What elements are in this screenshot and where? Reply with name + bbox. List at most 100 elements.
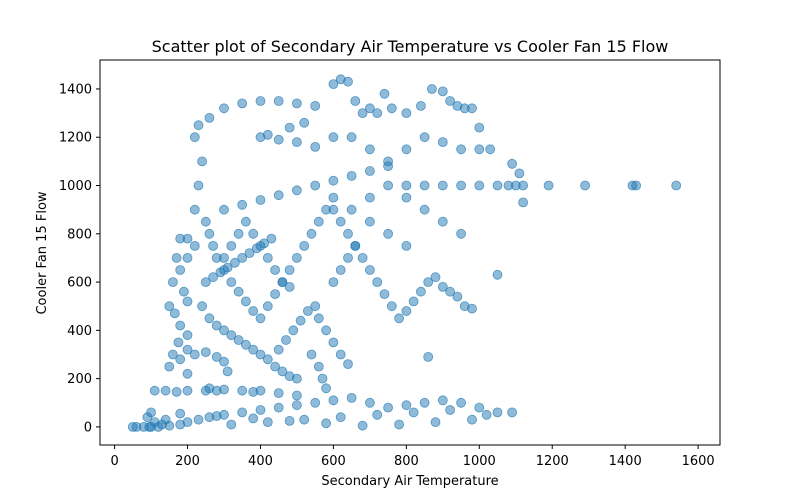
data-point: [437, 137, 448, 148]
data-point: [226, 277, 237, 288]
data-point: [251, 243, 262, 254]
data-point: [306, 349, 317, 360]
data-point: [189, 132, 200, 143]
data-point: [492, 180, 503, 191]
data-point: [437, 216, 448, 227]
data-point: [456, 180, 467, 191]
data-point: [240, 216, 251, 227]
data-point: [346, 204, 357, 215]
data-point: [167, 349, 178, 360]
data-point: [222, 366, 233, 377]
data-point: [173, 337, 184, 348]
y-tick-label: 600: [67, 276, 92, 291]
data-point: [255, 405, 266, 415]
data-point: [313, 361, 324, 372]
data-point: [193, 120, 204, 131]
data-point: [328, 337, 339, 348]
data-point: [171, 386, 182, 397]
data-point: [346, 392, 357, 403]
data-point: [295, 315, 306, 326]
data-point: [273, 96, 284, 106]
data-point: [273, 344, 284, 355]
data-point: [237, 98, 248, 109]
data-point: [474, 402, 485, 413]
data-point: [445, 405, 456, 415]
data-point: [182, 252, 193, 263]
data-point: [248, 228, 259, 239]
data-point: [211, 411, 222, 421]
data-point: [215, 267, 226, 278]
data-point: [423, 351, 434, 362]
data-point: [233, 286, 244, 297]
data-point: [270, 265, 281, 275]
data-point: [182, 233, 193, 244]
data-point: [415, 286, 426, 297]
data-point: [364, 216, 375, 227]
x-axis-label: Secondary Air Temperature: [321, 474, 498, 489]
data-point: [401, 400, 412, 411]
data-point: [291, 137, 302, 148]
data-point: [291, 390, 302, 401]
data-point: [335, 265, 346, 275]
data-point: [386, 301, 397, 312]
data-point: [211, 385, 222, 396]
y-tick-label: 1200: [59, 131, 92, 146]
data-point: [419, 132, 430, 143]
data-point: [291, 185, 302, 196]
data-point: [343, 76, 353, 87]
data-point: [474, 144, 485, 155]
data-point: [233, 335, 244, 345]
data-point: [335, 216, 346, 227]
data-point: [507, 407, 517, 418]
data-point: [302, 306, 313, 316]
data-point: [299, 240, 310, 251]
data-point: [262, 301, 273, 312]
data-point: [248, 306, 259, 316]
data-point: [383, 228, 394, 239]
data-point: [467, 414, 477, 425]
data-point: [364, 103, 375, 114]
data-point: [474, 180, 485, 191]
data-point: [357, 108, 368, 118]
data-point: [437, 281, 448, 292]
data-point: [372, 277, 383, 288]
data-point: [335, 412, 346, 423]
data-point: [386, 103, 397, 114]
data-point: [401, 306, 412, 316]
data-point: [343, 252, 353, 263]
x-axis-ticks: 0 200 400 600 800 1000 1200 1400 1600: [110, 445, 715, 469]
data-point: [343, 359, 353, 370]
data-point: [273, 190, 284, 201]
data-point: [310, 101, 321, 111]
data-point: [244, 248, 255, 259]
data-point: [383, 180, 394, 191]
data-point: [328, 204, 339, 215]
data-point: [328, 277, 339, 288]
data-point: [518, 180, 528, 191]
data-point: [160, 385, 171, 396]
data-point: [671, 180, 682, 191]
data-point: [262, 129, 273, 140]
data-point: [518, 197, 528, 208]
data-point: [335, 349, 346, 360]
data-point: [211, 351, 222, 362]
data-point: [255, 349, 266, 360]
data-point: [182, 385, 193, 396]
data-point: [401, 144, 412, 155]
data-point: [189, 204, 200, 215]
data-point: [321, 383, 332, 394]
data-point: [255, 96, 266, 106]
data-point: [401, 180, 412, 191]
data-point: [237, 385, 248, 396]
y-tick-label: 400: [67, 324, 92, 339]
y-tick-label: 200: [67, 372, 92, 387]
data-point: [452, 291, 463, 302]
data-point: [310, 141, 321, 152]
data-point: [372, 409, 383, 420]
data-point: [328, 192, 339, 203]
data-point: [437, 86, 448, 97]
data-point: [299, 117, 310, 128]
data-point: [492, 407, 503, 418]
data-point: [266, 233, 277, 244]
